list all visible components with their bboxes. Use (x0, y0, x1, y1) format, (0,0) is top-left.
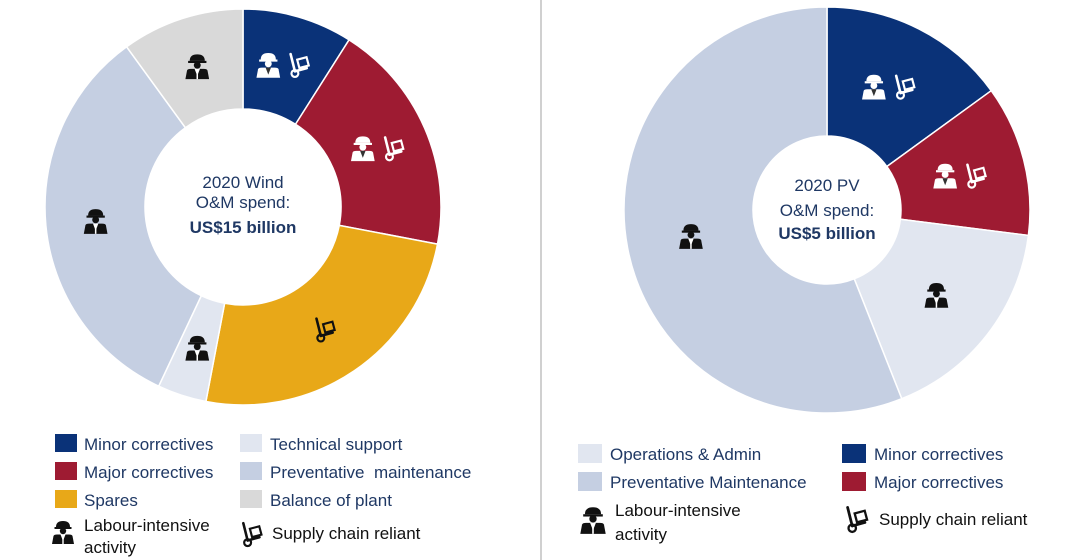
labour-icon (52, 521, 74, 544)
legend-label-pv-major: Major correctives (874, 473, 1003, 492)
donut-slice-balance-of-plant (125, 8, 244, 129)
cart-icon (241, 521, 263, 548)
pv-center-label: 2020 PV O&M spend: US$5 billion (778, 176, 875, 243)
legend-swatch-spares (55, 490, 77, 508)
wind-center-label: 2020 Wind O&M spend: US$15 billion (190, 173, 297, 237)
legend-label-supply: Supply chain reliant (272, 524, 421, 543)
donut-slice-major-correctives (885, 89, 1031, 237)
legend-swatch-pv-major (842, 472, 866, 491)
pv-donut-chart (623, 6, 1031, 414)
legend-swatch-preventative (240, 462, 262, 480)
pv-title-line-2: O&M spend: (780, 201, 875, 220)
legend-label-preventative: Preventative maintenance (270, 463, 471, 482)
legend-label-balance: Balance of plant (270, 491, 392, 510)
donut-slice-preventative-maintenance (44, 45, 203, 388)
legend-swatch-balance (240, 490, 262, 508)
legend-label-pv-minor: Minor correctives (874, 445, 1003, 464)
wind-title-value: US$15 billion (190, 218, 297, 237)
legend-swatch-operations (578, 444, 602, 463)
legend-label-pv-labour-line-2: activity (615, 525, 667, 544)
legend-label-major: Major correctives (84, 463, 213, 482)
donut-slice-minor-correctives (826, 6, 993, 168)
legend-swatch-pv-preventative (578, 472, 602, 491)
wind-legend: Minor correctives Technical support Majo… (52, 434, 471, 557)
legend-label-labour-line-2: activity (84, 538, 136, 557)
wind-donut-chart (44, 8, 442, 406)
legend-swatch-minor (55, 434, 77, 452)
cart-icon (846, 505, 869, 534)
legend-swatch-major (55, 462, 77, 480)
legend-label-pv-labour-line-1: Labour-intensive (615, 501, 741, 520)
donut-slice-preventative-maintenance (623, 6, 903, 414)
wind-title-line-1: 2020 Wind (202, 173, 283, 192)
legend-label-technical: Technical support (270, 435, 403, 454)
wind-title-line-2: O&M spend: (196, 193, 291, 212)
legend-label-minor: Minor correctives (84, 435, 213, 454)
legend-label-pv-preventative: Preventative Maintenance (610, 473, 807, 492)
legend-swatch-pv-minor (842, 444, 866, 463)
donut-slice-operations-and-admin (853, 218, 1030, 400)
pv-title-value: US$5 billion (778, 224, 875, 243)
legend-label-labour-line-1: Labour-intensive (84, 516, 210, 535)
labour-icon (580, 507, 606, 534)
pv-title-line-1: 2020 PV (794, 176, 860, 195)
legend-swatch-technical (240, 434, 262, 452)
pv-legend: Operations & Admin Minor correctives Pre… (578, 444, 1028, 544)
legend-label-pv-supply: Supply chain reliant (879, 510, 1028, 529)
legend-label-spares: Spares (84, 491, 138, 510)
legend-label-operations: Operations & Admin (610, 445, 761, 464)
donut-slice-spares (205, 224, 439, 406)
